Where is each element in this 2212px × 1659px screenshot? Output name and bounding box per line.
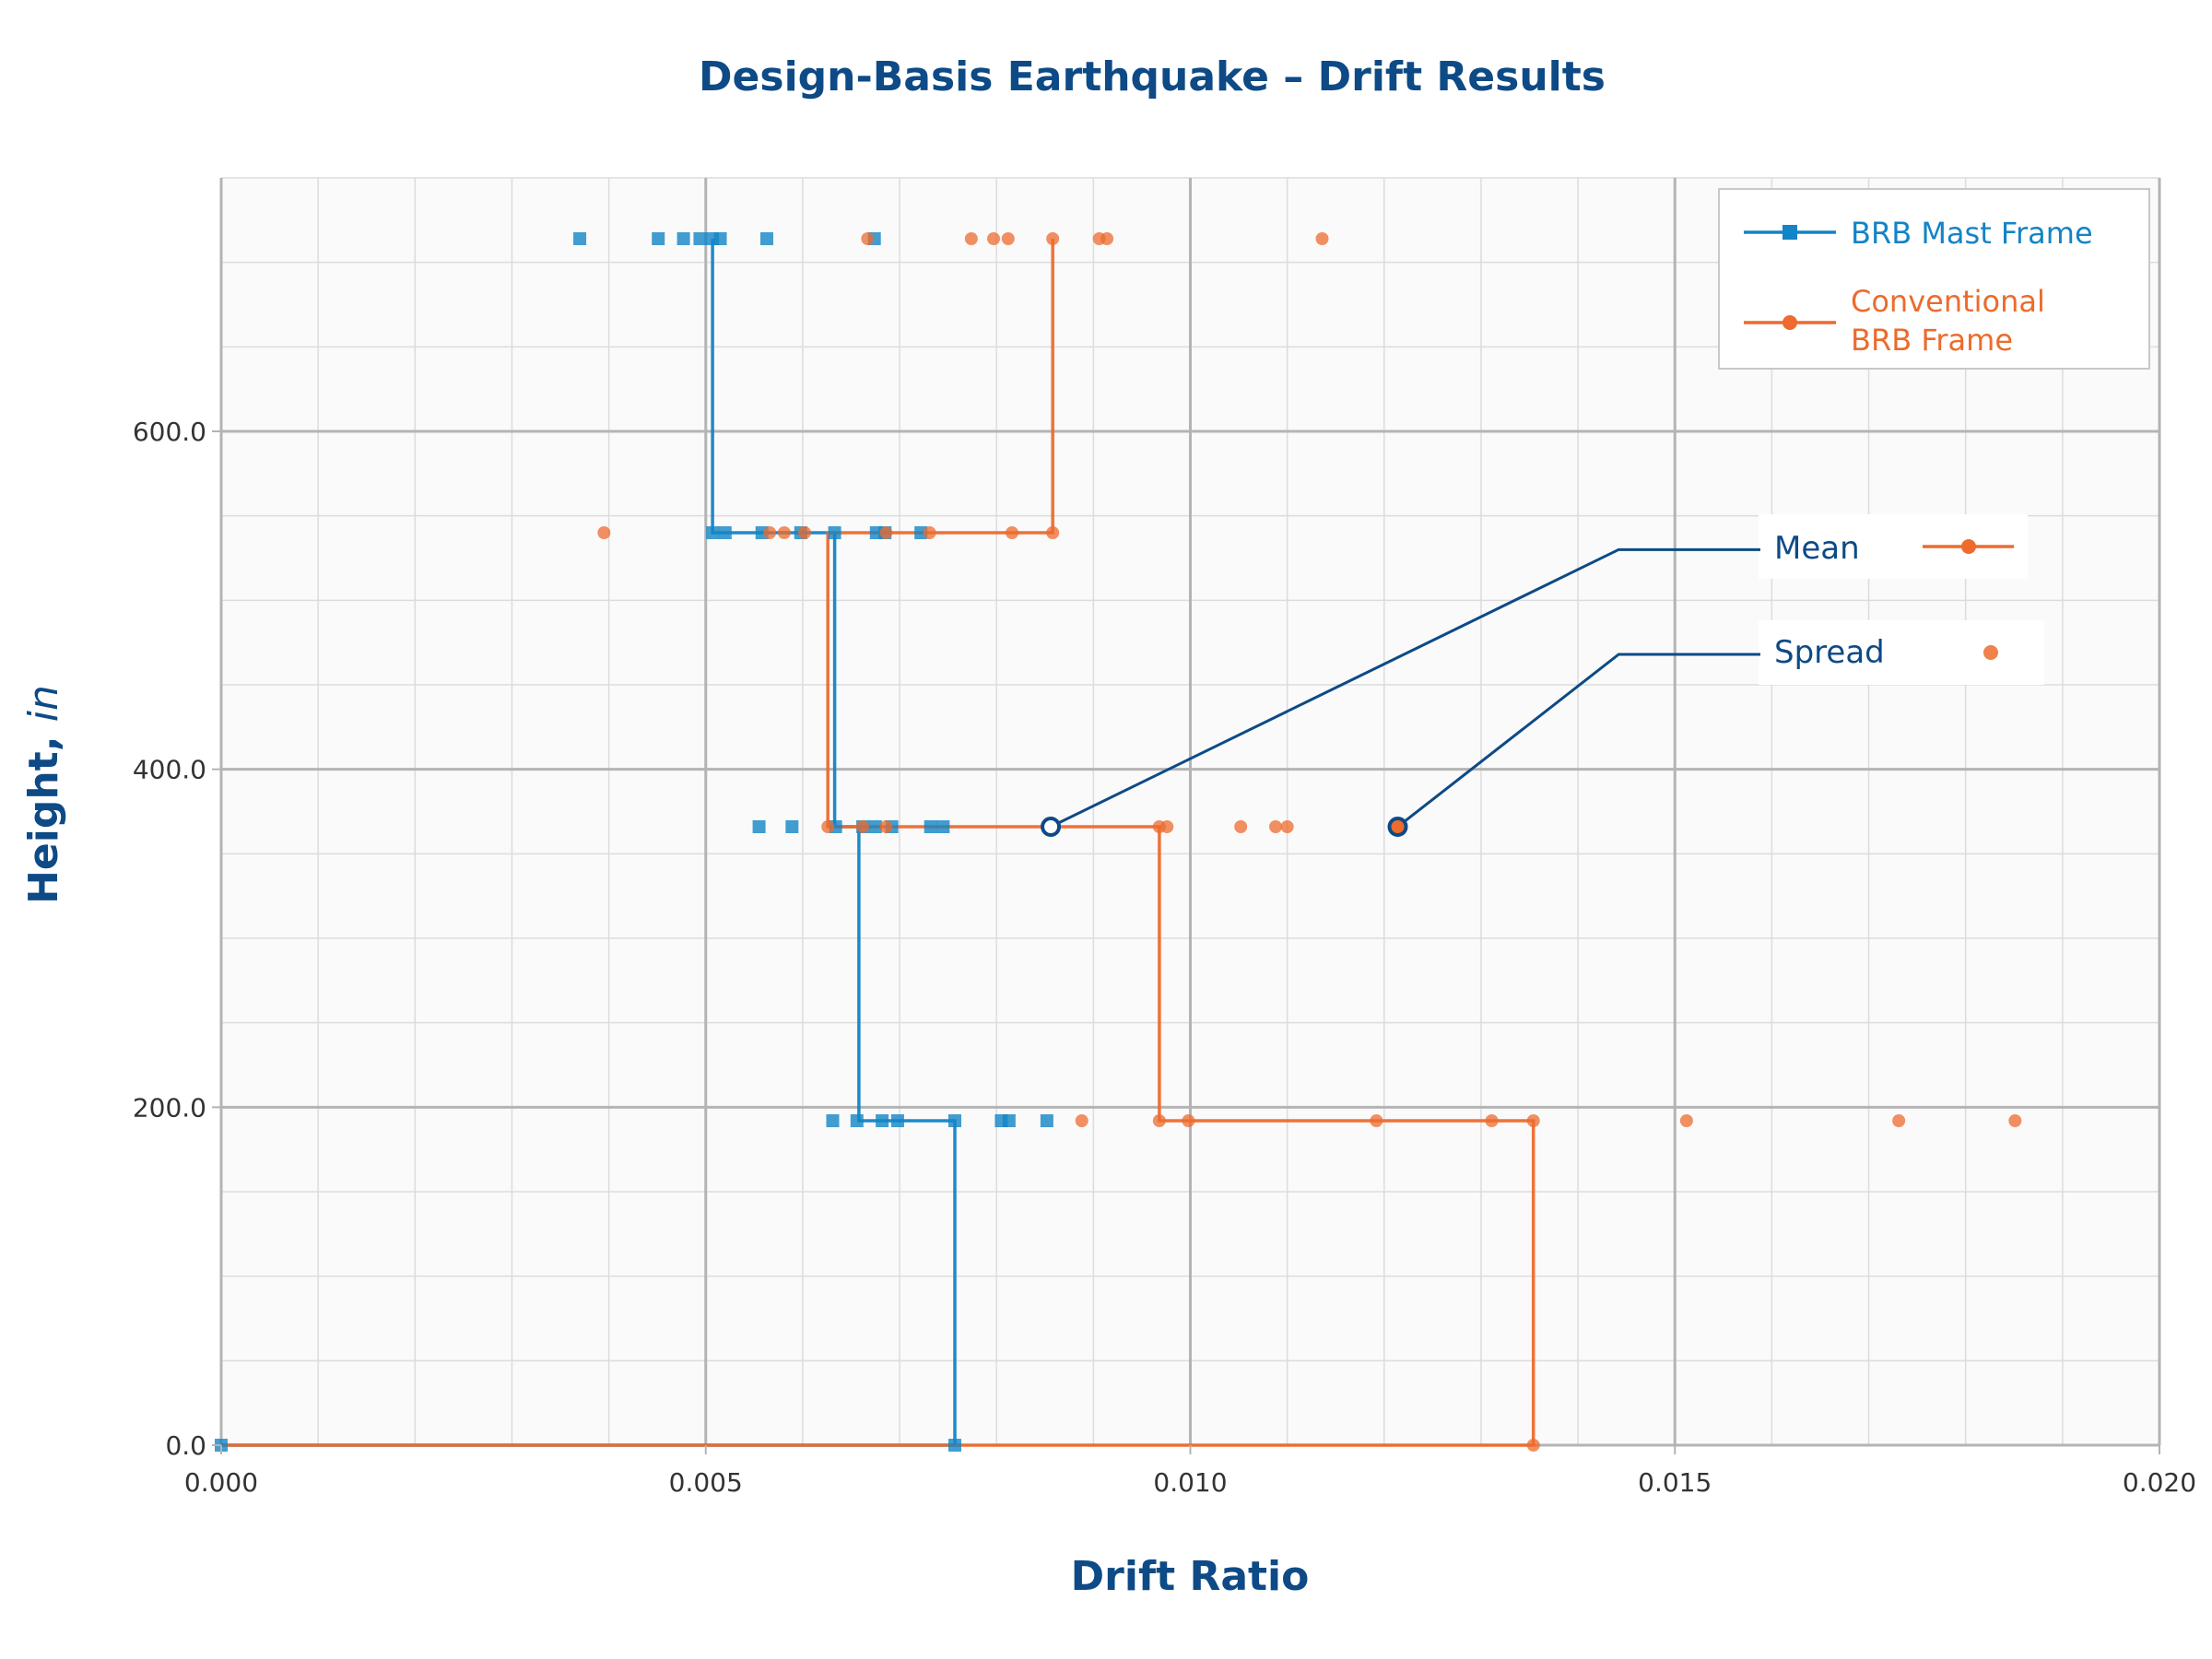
- legend-marker-circle: [1783, 315, 1797, 330]
- series-1-point: [1046, 526, 1060, 539]
- series-1-point: [1892, 1114, 1906, 1127]
- series-1-point: [1370, 1114, 1383, 1127]
- series-1-point: [879, 820, 893, 833]
- x-tick-label: 0.000: [184, 1467, 258, 1498]
- spread-callout-target: [1387, 817, 1408, 837]
- series-0-point: [718, 526, 732, 539]
- series-1-point: [987, 232, 1001, 245]
- series-1-point: [2008, 1114, 2022, 1127]
- series-0-point: [677, 232, 690, 245]
- y-axis-ticks: 0.0 200.0 400.0 600.0: [133, 417, 221, 1461]
- x-axis-ticks: 0.000 0.005 0.010 0.015 0.020: [184, 1445, 2196, 1498]
- x-tick-label: 0.010: [1153, 1467, 1227, 1498]
- x-tick-label: 0.005: [669, 1467, 743, 1498]
- series-1-point: [597, 526, 611, 539]
- series-1-point: [798, 526, 812, 539]
- series-0-point: [876, 1114, 889, 1127]
- chart-title: Design-Basis Earthquake – Drift Results: [699, 53, 1606, 100]
- series-1-point: [1315, 232, 1329, 245]
- series-0-point: [706, 526, 720, 539]
- series-1-point: [1526, 1439, 1540, 1452]
- y-axis-label: Height, in: [20, 685, 67, 904]
- series-1-point: [964, 232, 978, 245]
- series-1-point: [1269, 820, 1283, 833]
- series-1-point: [777, 526, 791, 539]
- series-0-point: [828, 526, 841, 539]
- series-0-point: [947, 1439, 961, 1452]
- legend-box: [1718, 188, 2150, 370]
- mean-callout-target: [1041, 817, 1062, 837]
- series-0-point: [713, 232, 727, 245]
- series-1-point: [923, 526, 936, 539]
- annotations: Mean Spread: [1041, 514, 2044, 837]
- series-0-point: [868, 820, 882, 833]
- series-0-point: [924, 820, 937, 833]
- series-1-point: [1485, 1114, 1499, 1127]
- series-1-point: [861, 232, 875, 245]
- y-axis-label-text: Height,: [20, 736, 67, 904]
- series-1-point: [879, 526, 893, 539]
- series-1-point: [1182, 1114, 1195, 1127]
- series-0-point: [652, 232, 665, 245]
- y-tick-label: 600.0: [133, 417, 206, 447]
- mean-callout-key-dot: [1961, 539, 1976, 554]
- series-1-point: [1006, 526, 1019, 539]
- series-markers: [215, 232, 2022, 1452]
- series-1-point: [1160, 820, 1174, 833]
- series-1-point: [1075, 1114, 1088, 1127]
- series-0-point: [947, 1114, 961, 1127]
- y-axis-label-unit: in: [20, 685, 67, 722]
- series-1-point: [1526, 1114, 1540, 1127]
- series-0-point: [759, 232, 773, 245]
- series-0-point: [573, 232, 587, 245]
- series-1-point: [821, 820, 835, 833]
- series-1-point: [1152, 1114, 1166, 1127]
- series-0-point: [752, 820, 766, 833]
- series-0-point: [850, 1114, 864, 1127]
- spread-callout-line: [1396, 653, 1760, 829]
- mean-callout-line: [1050, 547, 1760, 829]
- legend-label-conventional: Conventional BRB Frame: [1851, 284, 2054, 358]
- spread-callout-label: Spread: [1774, 634, 1885, 671]
- legend-marker-square: [1783, 225, 1797, 240]
- series-1-point: [1679, 1114, 1693, 1127]
- mean-callout-label: Mean: [1774, 530, 1860, 567]
- series-1-point: [1100, 232, 1114, 245]
- series-1-point: [1001, 232, 1015, 245]
- series-1-point: [856, 820, 870, 833]
- series-0-point: [826, 1114, 840, 1127]
- x-tick-label: 0.015: [1638, 1467, 1712, 1498]
- series-1-point: [1046, 232, 1060, 245]
- y-tick-label: 400.0: [133, 755, 206, 785]
- series-0-point: [936, 820, 950, 833]
- series-1-point: [1280, 820, 1294, 833]
- legend-label-conventional-line1: Conventional: [1851, 284, 2045, 319]
- spread-callout-key-dot: [1983, 645, 1998, 660]
- legend-label-brb-mast: BRB Mast Frame: [1851, 216, 2093, 251]
- x-axis-label: Drift Ratio: [1071, 1553, 1310, 1600]
- series-0-point: [1040, 1114, 1053, 1127]
- legend-label-conventional-line2: BRB Frame: [1851, 323, 2013, 358]
- series-0-point: [1002, 1114, 1016, 1127]
- legend: BRB Mast Frame Conventional BRB Frame: [1718, 188, 2150, 370]
- series-0-point: [785, 820, 799, 833]
- series-1-point: [763, 526, 777, 539]
- y-tick-label: 200.0: [133, 1092, 206, 1123]
- x-tick-label: 0.020: [2123, 1467, 2196, 1498]
- y-tick-label: 0.0: [165, 1430, 206, 1461]
- series-0-point: [693, 232, 707, 245]
- series-0-point: [890, 1114, 904, 1127]
- series-1-point: [1234, 820, 1248, 833]
